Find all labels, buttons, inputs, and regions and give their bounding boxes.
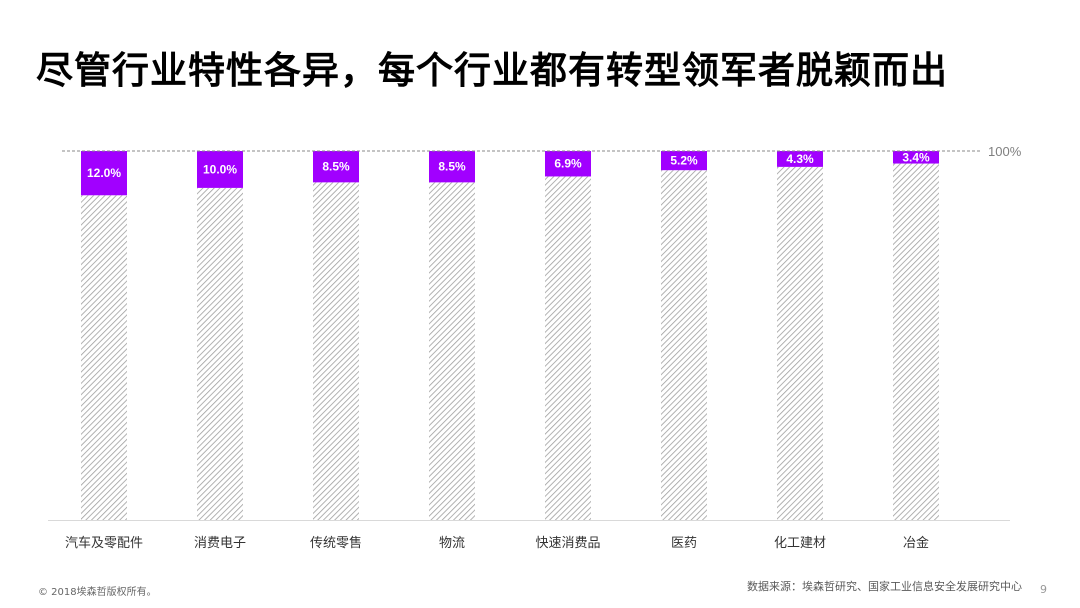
slide-title: 尽管行业特性各异，每个行业都有转型领军者脱颖而出 xyxy=(36,49,948,92)
bar-value-label: 10.0% xyxy=(203,162,237,176)
bar-remainder xyxy=(777,166,823,520)
bar-value-label: 12.0% xyxy=(87,166,121,180)
bar-leader-share xyxy=(429,151,475,183)
bar-remainder xyxy=(429,182,475,521)
bar-value-label: 8.5% xyxy=(438,160,466,174)
bar-value-label: 5.2% xyxy=(670,154,698,168)
data-source-text: 数据来源：埃森哲研究、国家工业信息安全发展研究中心 xyxy=(747,580,1022,593)
reference-line-label: 100% xyxy=(988,144,1022,159)
bar-leader-share xyxy=(197,151,243,188)
bar-leader-share xyxy=(661,151,707,171)
bar-remainder xyxy=(661,170,707,521)
bar-remainder xyxy=(893,163,939,520)
category-label: 汽车及零配件 xyxy=(65,535,143,551)
bar-value-label: 6.9% xyxy=(554,157,582,171)
bar-leader-share xyxy=(893,151,939,164)
bar-value-label: 3.4% xyxy=(902,150,930,164)
bar-value-label: 8.5% xyxy=(322,160,350,174)
bar-remainder xyxy=(545,176,591,520)
category-label: 化工建材 xyxy=(774,536,826,551)
page-number: 9 xyxy=(1040,583,1047,596)
bar-remainder xyxy=(313,182,359,521)
bar-leader-share xyxy=(545,151,591,177)
copyright-text: © 2018埃森哲版权所有。 xyxy=(38,587,157,598)
bar-remainder xyxy=(81,195,127,520)
category-label: 传统零售 xyxy=(310,535,362,551)
bar-leader-share xyxy=(313,151,359,183)
bar-remainder xyxy=(197,187,243,520)
category-label: 消费电子 xyxy=(194,536,246,551)
category-label: 快速消费品 xyxy=(535,536,600,551)
bar-leader-share xyxy=(81,151,127,196)
category-label: 医药 xyxy=(671,536,697,551)
bar-value-label: 4.3% xyxy=(786,152,814,166)
category-label: 冶金 xyxy=(903,535,929,551)
category-label: 物流 xyxy=(439,536,465,551)
bar-leader-share xyxy=(777,151,823,167)
